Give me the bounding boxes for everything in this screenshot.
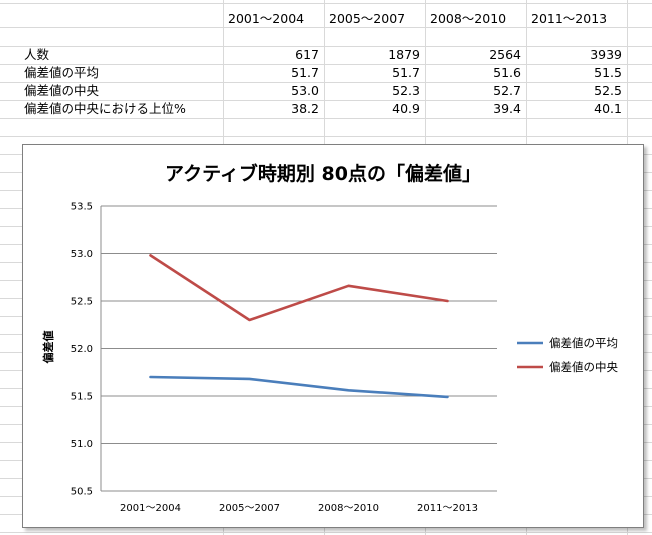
y-tick-label: 51.0 bbox=[71, 439, 93, 450]
table-cell[interactable]: 51.5 bbox=[594, 65, 622, 80]
x-tick-label: 2008～2010 bbox=[318, 503, 379, 514]
chart-title: アクティブ時期別 80点の「偏差値」 bbox=[165, 162, 481, 185]
y-tick-label: 53.0 bbox=[71, 249, 93, 260]
y-tick-label: 51.5 bbox=[71, 392, 93, 403]
table-cell[interactable]: 38.2 bbox=[291, 101, 319, 116]
table-cell[interactable]: 39.4 bbox=[493, 101, 521, 116]
y-tick-label: 53.5 bbox=[71, 202, 93, 213]
column-header-4[interactable]: 2011～2013 bbox=[531, 11, 608, 26]
x-tick-label: 2011～2013 bbox=[417, 503, 478, 514]
table-cell[interactable]: 52.5 bbox=[594, 83, 622, 98]
row-label-median[interactable]: 偏差値の中央 bbox=[24, 83, 100, 98]
column-header-3[interactable]: 2008～2010 bbox=[430, 11, 507, 26]
y-axis-label: 偏差値 bbox=[41, 331, 55, 364]
series-lines bbox=[149, 254, 449, 399]
table-cell[interactable]: 53.0 bbox=[291, 83, 319, 98]
row-label-mean[interactable]: 偏差値の平均 bbox=[24, 65, 100, 80]
x-tick-label: 2001～2004 bbox=[120, 503, 181, 514]
x-axis-ticks: 2001～2004 2005～2007 2008～2010 2011～2013 bbox=[120, 503, 478, 514]
table-cell[interactable]: 3939 bbox=[590, 47, 622, 62]
y-tick-label: 52.5 bbox=[71, 297, 93, 308]
series-line-2[interactable] bbox=[149, 254, 449, 322]
table-cell[interactable]: 1879 bbox=[388, 47, 420, 62]
y-axis-ticks: 53.5 53.0 52.5 52.0 51.5 51.0 50.5 bbox=[71, 202, 93, 498]
series-line-1[interactable] bbox=[149, 375, 449, 399]
grid-lines bbox=[100, 205, 497, 492]
row-label-count[interactable]: 人数 bbox=[24, 47, 50, 62]
table-cell[interactable]: 2564 bbox=[489, 47, 521, 62]
legend-label: 偏差値の中央 bbox=[549, 360, 618, 374]
line-chart[interactable]: アクティブ時期別 80点の「偏差値」 偏差値 53.5 53.0 52.5 52.0 5… bbox=[22, 144, 644, 528]
table-cell[interactable]: 617 bbox=[295, 47, 319, 62]
legend-label: 偏差値の平均 bbox=[549, 336, 618, 350]
table-cell[interactable]: 51.7 bbox=[392, 65, 420, 80]
table-cell[interactable]: 40.1 bbox=[594, 101, 622, 116]
table-cell[interactable]: 52.7 bbox=[493, 83, 521, 98]
x-tick-label: 2005～2007 bbox=[219, 503, 280, 514]
table-cell[interactable]: 52.3 bbox=[392, 83, 420, 98]
table-cell[interactable]: 40.9 bbox=[392, 101, 420, 116]
row-label-percentile[interactable]: 偏差値の中央における上位% bbox=[24, 101, 186, 116]
column-header-1[interactable]: 2001～2004 bbox=[228, 11, 305, 26]
chart-plot: アクティブ時期別 80点の「偏差値」 偏差値 53.553.052.552.05… bbox=[41, 162, 618, 514]
y-tick-label: 52.0 bbox=[71, 344, 93, 355]
y-tick-label: 50.5 bbox=[71, 487, 93, 498]
column-header-2[interactable]: 2005～2007 bbox=[329, 11, 406, 26]
table-cell[interactable]: 51.6 bbox=[493, 65, 521, 80]
table-cell[interactable]: 51.7 bbox=[291, 65, 319, 80]
